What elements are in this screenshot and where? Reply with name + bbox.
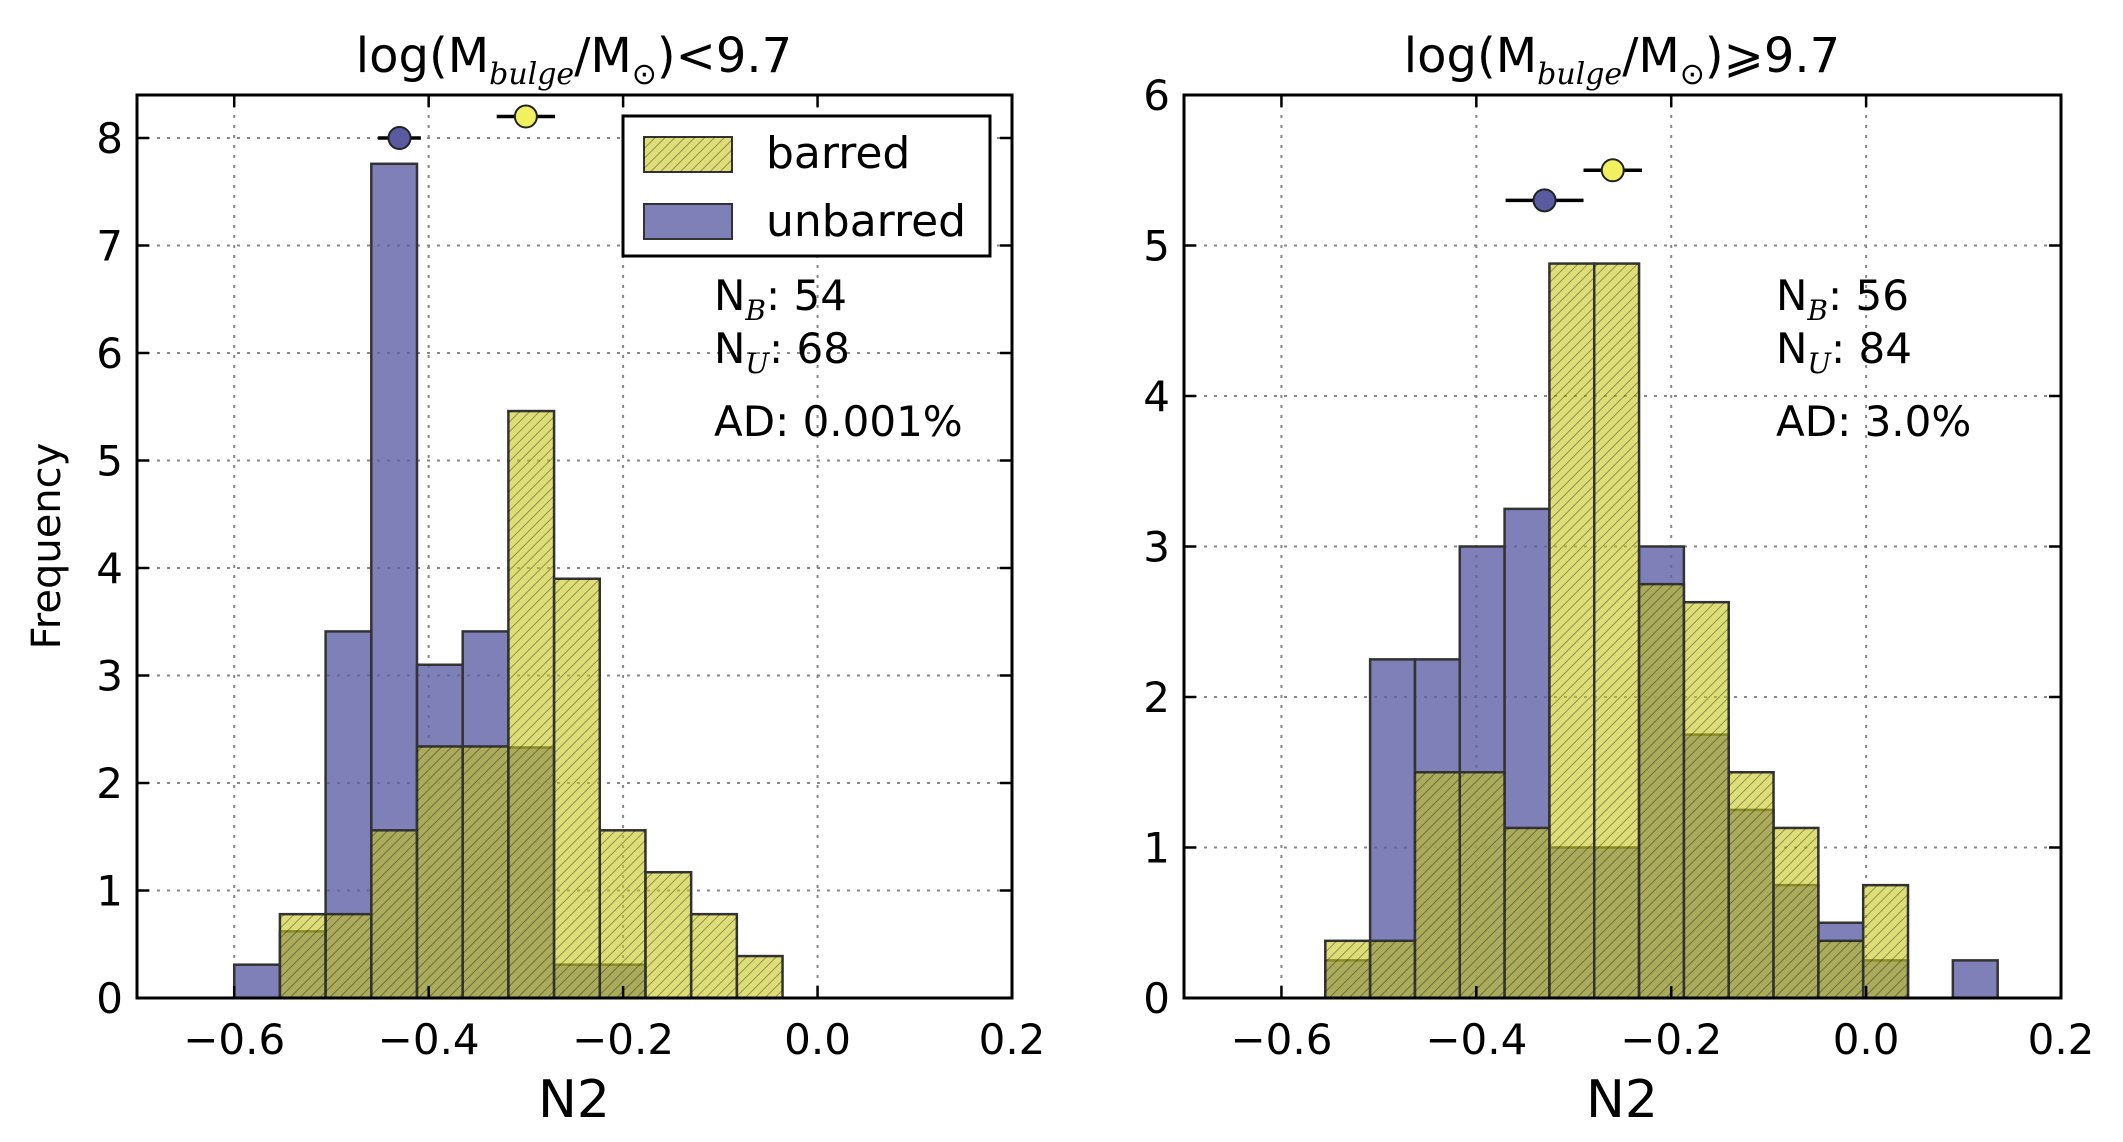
legend: barred unbarred: [621, 114, 992, 258]
right-nb-annotation: NB: 56: [1776, 271, 1909, 327]
left-ytick-label: 4: [96, 544, 123, 593]
legend-label-barred: barred: [766, 128, 910, 179]
right-ytick-label: 4: [1143, 372, 1170, 421]
left-bar-barred-hatch: [417, 746, 463, 998]
left-ytick-label: 5: [96, 437, 123, 486]
left-xtick-label: −0.2: [572, 1015, 674, 1064]
right-bar-barred-hatch: [1414, 772, 1460, 998]
left-ytick-label: 6: [96, 329, 123, 378]
left-xtick-label: −0.6: [183, 1015, 285, 1064]
right-chart-title: log(Mbulge/M⊙)⩾9.7: [1404, 28, 1840, 92]
right-nu-annotation: NU: 84: [1776, 324, 1912, 380]
left-bar-barred-hatch: [645, 872, 692, 998]
left-y-axis-label: Frequency: [24, 443, 70, 650]
right-marker-barred: [1600, 158, 1625, 183]
legend-label-unbarred: unbarred: [766, 196, 966, 247]
left-bar-barred-hatch: [691, 914, 737, 998]
left-nu-annotation: NU: 68: [714, 324, 850, 380]
right-x-axis-label: N2: [1586, 1070, 1658, 1130]
right-bar-barred-hatch: [1594, 263, 1640, 998]
left-ytick-label: 8: [96, 114, 123, 163]
legend-swatch-unbarred: [643, 203, 733, 240]
left-ticks: −0.6 −0.4 −0.2 0.0 0.2 0 1 2 3 4 5 6 7 8: [96, 95, 1045, 1064]
right-ytick-label: 5: [1143, 222, 1170, 271]
left-marker-unbarred: [387, 126, 412, 150]
left-bar-barred-hatch: [371, 830, 417, 998]
right-bars-barred: [1324, 262, 1910, 1000]
left-x-axis-label: N2: [538, 1070, 610, 1130]
right-ad-annotation: AD: 3.0%: [1776, 397, 1971, 446]
right-bar-barred-hatch: [1639, 584, 1684, 998]
left-nb-annotation: NB: 54: [714, 271, 847, 327]
legend-swatch-barred-hatch: [644, 137, 732, 172]
right-bar-barred-hatch: [1818, 940, 1864, 998]
left-bar-barred-hatch: [325, 914, 372, 998]
left-bar-barred-hatch: [462, 746, 509, 998]
left-ytick-label: 7: [96, 222, 123, 271]
left-bar-barred-hatch: [554, 578, 600, 998]
right-bar-barred-hatch: [1549, 263, 1595, 998]
left-bars-barred: [278, 409, 784, 1000]
right-bar-barred-hatch: [1370, 940, 1415, 998]
right-bar-barred-hatch: [1728, 772, 1774, 998]
right-xtick-label: −0.6: [1230, 1015, 1332, 1064]
right-bar-unbarred: [1951, 959, 1999, 1000]
right-ytick-label: 3: [1143, 523, 1170, 572]
left-xtick-label: −0.4: [378, 1015, 480, 1064]
right-ytick-label: 0: [1143, 974, 1170, 1023]
left-chart-title: log(Mbulge/M⊙)<9.7: [356, 28, 792, 92]
left-bar-barred-hatch: [508, 411, 555, 998]
right-bar-barred-hatch: [1504, 827, 1550, 998]
right-bar-barred-hatch: [1683, 602, 1729, 998]
right-panel: −0.6 −0.4 −0.2 0.0 0.2 0 1 2 3 4 5 6 log(Mbulge/M⊙)…: [1143, 28, 2094, 1130]
right-xtick-label: 0.2: [2028, 1015, 2095, 1064]
right-ytick-label: 1: [1143, 824, 1170, 873]
left-ytick-label: 0: [96, 974, 123, 1023]
left-panel: −0.6 −0.4 −0.2 0.0 0.2 0 1 2 3 4 5 6 7 8 log(Mbulge/M…: [24, 28, 1045, 1130]
right-xtick-label: −0.4: [1425, 1015, 1527, 1064]
left-ad-annotation: AD: 0.001%: [714, 397, 963, 446]
left-marker-barred: [513, 104, 538, 129]
right-bar-barred-hatch: [1459, 772, 1505, 998]
left-xtick-label: 0.2: [979, 1015, 1046, 1064]
left-bar-barred-hatch: [736, 956, 783, 998]
right-ticks: −0.6 −0.4 −0.2 0.0 0.2 0 1 2 3 4 5 6: [1143, 71, 2094, 1064]
right-bar-barred-hatch: [1325, 940, 1371, 998]
left-ytick-label: 2: [96, 759, 123, 808]
right-xtick-label: −0.2: [1620, 1015, 1722, 1064]
right-bar-barred-hatch: [1863, 885, 1909, 998]
left-bar-barred-hatch: [279, 914, 326, 998]
left-markers: [378, 104, 556, 150]
right-xtick-label: 0.0: [1833, 1015, 1900, 1064]
right-markers: [1505, 158, 1642, 213]
left-ytick-label: 1: [96, 867, 123, 916]
left-bar-unbarred: [232, 963, 282, 1000]
right-marker-unbarred: [1532, 188, 1557, 213]
left-xtick-label: 0.0: [784, 1015, 851, 1064]
right-ytick-label: 6: [1143, 71, 1170, 120]
left-plot-frame: [135, 93, 1014, 1000]
right-ytick-label: 2: [1143, 673, 1170, 722]
left-bar-barred-hatch: [599, 830, 646, 998]
right-bar-barred-hatch: [1773, 827, 1819, 998]
left-ytick-label: 3: [96, 652, 123, 701]
